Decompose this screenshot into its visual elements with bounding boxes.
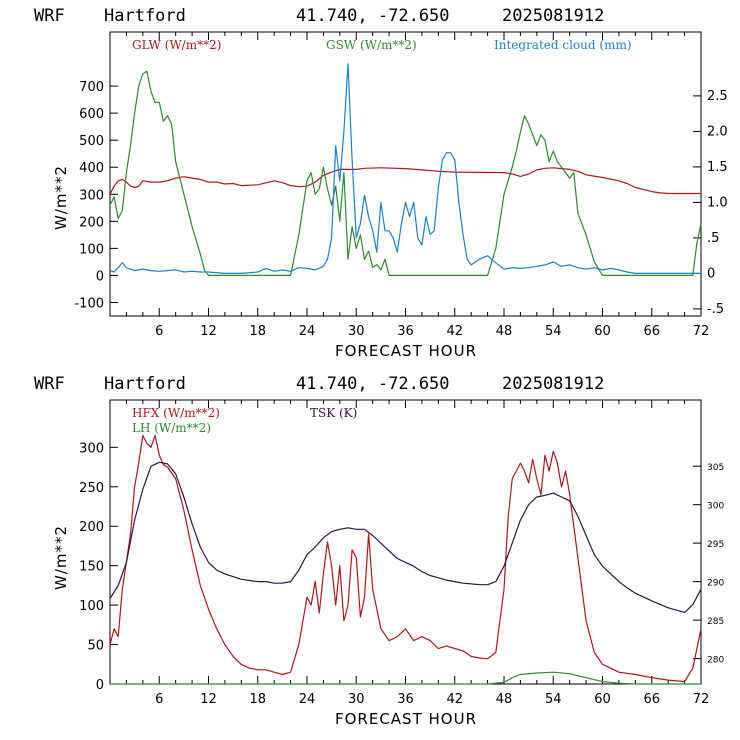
top-ylabel: W/m**2 <box>52 165 70 230</box>
top-x-tick-label: 48 <box>496 324 513 339</box>
bottom-ylabel: W/m**2 <box>52 525 70 590</box>
bottom-legend-tsk: TSK (K) <box>310 406 357 420</box>
bottom-header-model: WRF <box>34 374 65 394</box>
top-x-tick-label: 18 <box>249 324 266 339</box>
bottom-x-tick-label: 72 <box>693 692 710 707</box>
bottom-y2-ticks: 280 285 290 295 300 305 <box>693 463 724 666</box>
top-x-ticks: 6 12 18 24 30 36 42 48 54 60 66 72 <box>125 32 710 339</box>
bottom-x-tick-label: 60 <box>594 692 611 707</box>
top-y2-tick-label: 0 <box>707 266 715 281</box>
top-y-tick-label: 100 <box>79 242 104 257</box>
top-legend-glw: GLW (W/m**2) <box>132 38 221 52</box>
bottom-y-tick-label: 300 <box>79 441 104 456</box>
bottom-x-tick-label: 36 <box>397 692 414 707</box>
bottom-y-tick-label: 250 <box>79 481 104 496</box>
top-y2-tick-label: 1.5 <box>707 160 728 175</box>
bottom-y2-tick-label: 280 <box>707 656 724 666</box>
top-x-tick-label: 54 <box>545 324 562 339</box>
top-y-tick-label: 600 <box>79 107 104 122</box>
top-y2-tick-label: 2.5 <box>707 89 728 104</box>
top-x-tick-label: 30 <box>348 324 365 339</box>
top-series-group <box>109 63 702 276</box>
top-y-tick-label: 200 <box>79 215 104 230</box>
top-x-tick-label: 24 <box>299 324 316 339</box>
top-y-tick-label: 0 <box>96 269 104 284</box>
bottom-x-tick-label: 12 <box>200 692 217 707</box>
bottom-panel: WRF Hartford 41.740, -72.650 2025081912 … <box>34 374 724 728</box>
bottom-x-tick-label: 48 <box>496 692 513 707</box>
bottom-x-tick-label: 24 <box>299 692 316 707</box>
top-y2-tick-label: 1.0 <box>707 195 728 210</box>
top-legend-cloud: Integrated cloud (mm) <box>494 38 632 52</box>
bottom-y-tick-label: 50 <box>87 639 104 654</box>
bottom-y2-tick-label: 290 <box>707 579 724 589</box>
top-x-tick-label: 72 <box>693 324 710 339</box>
bottom-x-tick-label: 54 <box>545 692 562 707</box>
top-legend-gsw: GSW (W/m**2) <box>326 38 417 52</box>
top-y2-tick-label: -.5 <box>707 302 724 317</box>
bottom-series-line-1 <box>109 434 702 683</box>
top-header-model: WRF <box>34 6 65 26</box>
top-y-tick-label: 700 <box>79 80 104 95</box>
top-y-ticks: -100 0 100 200 300 400 500 600 700 <box>74 80 118 311</box>
top-panel: WRF Hartford 41.740, -72.650 2025081912 … <box>34 6 728 360</box>
bottom-x-tick-label: 66 <box>643 692 660 707</box>
bottom-x-tick-label: 6 <box>155 692 163 707</box>
bottom-header-run: 2025081912 <box>502 374 604 394</box>
bottom-xlabel: FORECAST HOUR <box>335 710 477 728</box>
top-header-run: 2025081912 <box>502 6 604 26</box>
top-x-tick-label: 36 <box>397 324 414 339</box>
bottom-y-ticks: 0 50 100 150 200 250 300 <box>79 441 118 693</box>
top-y2-tick-label: 2.0 <box>707 124 728 139</box>
top-y-tick-label: -100 <box>74 296 104 311</box>
bottom-series-line-2 <box>110 671 701 685</box>
bottom-x-ticks: 6 12 18 24 30 36 42 48 54 60 66 72 <box>125 400 710 707</box>
top-y2-ticks: -.5 0 .5 1.0 1.5 2.0 2.5 <box>693 89 728 317</box>
bottom-header-coords: 41.740, -72.650 <box>296 374 450 394</box>
bottom-legend-hfx: HFX (W/m**2) <box>132 406 220 420</box>
top-y-tick-label: 300 <box>79 188 104 203</box>
bottom-y-tick-label: 200 <box>79 520 104 535</box>
bottom-x-tick-label: 42 <box>446 692 463 707</box>
bottom-x-tick-label: 30 <box>348 692 365 707</box>
top-y-tick-label: 500 <box>79 134 104 149</box>
top-x-tick-label: 60 <box>594 324 611 339</box>
bottom-series-line-3 <box>109 461 702 614</box>
top-series-line-3 <box>109 63 701 274</box>
top-y2-tick-label: .5 <box>707 231 719 246</box>
bottom-y2-tick-label: 305 <box>707 463 724 473</box>
top-x-tick-label: 42 <box>446 324 463 339</box>
top-y-tick-label: 400 <box>79 161 104 176</box>
top-header-coords: 41.740, -72.650 <box>296 6 450 26</box>
bottom-x-tick-label: 18 <box>249 692 266 707</box>
top-xlabel: FORECAST HOUR <box>335 342 477 360</box>
bottom-y-tick-label: 100 <box>79 599 104 614</box>
top-x-tick-label: 6 <box>155 324 163 339</box>
top-series-line-2 <box>109 70 702 276</box>
top-x-tick-label: 12 <box>200 324 217 339</box>
top-header-location: Hartford <box>104 6 186 26</box>
bottom-y2-tick-label: 285 <box>707 617 724 627</box>
bottom-y2-tick-label: 295 <box>707 540 724 550</box>
bottom-y-tick-label: 0 <box>96 678 104 693</box>
top-series-line-1 <box>109 167 701 195</box>
top-plot-frame <box>109 31 702 317</box>
bottom-series-group <box>109 434 702 685</box>
bottom-y-tick-label: 150 <box>79 560 104 575</box>
bottom-header-location: Hartford <box>104 374 186 394</box>
top-x-tick-label: 66 <box>643 324 660 339</box>
bottom-y2-tick-label: 300 <box>707 502 724 512</box>
bottom-legend-lh: LH (W/m**2) <box>132 421 211 435</box>
